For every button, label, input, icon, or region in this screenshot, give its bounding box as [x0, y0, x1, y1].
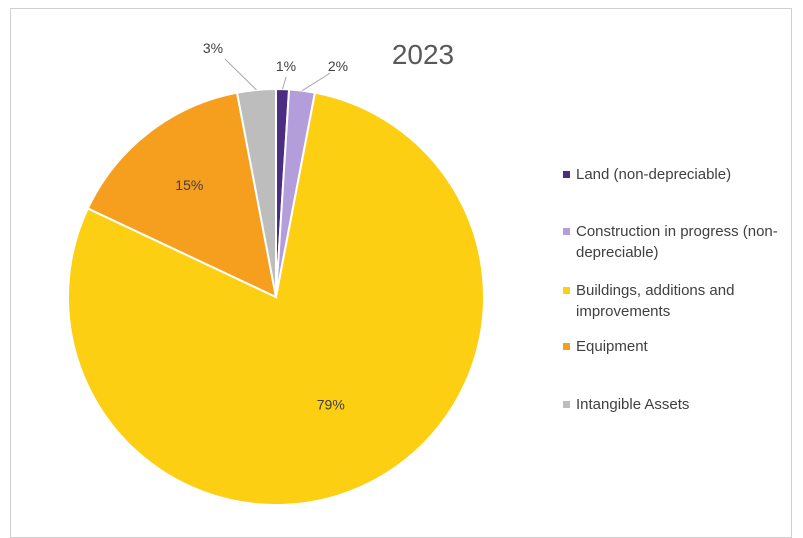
pie-chart: 2023 1% 2% 79% 15% 3% — [67, 39, 485, 506]
legend-item-intangible: Intangible Assets — [563, 394, 796, 415]
data-label-construction: 2% — [328, 58, 348, 74]
legend-swatch-equipment — [563, 343, 570, 350]
leader-line-intangible — [224, 58, 257, 91]
legend-label-construction: Construction in progress (non-depreciabl… — [576, 223, 778, 261]
chart-title: 2023 — [392, 39, 454, 70]
legend-label-equipment: Equipment — [576, 338, 648, 355]
legend-label-buildings: Buildings, additions and improvements — [576, 282, 735, 320]
leader-line-land — [282, 76, 287, 90]
pie-slice-intangible — [235, 87, 277, 298]
legend-label-land: Land (non-depreciable) — [576, 166, 732, 183]
data-label-land: 1% — [276, 58, 296, 74]
legend-swatch-intangible — [563, 401, 570, 408]
data-label-buildings: 79% — [317, 396, 345, 412]
data-label-intangible: 3% — [203, 40, 223, 56]
data-label-equipment: 15% — [175, 177, 203, 193]
leader-line-construction — [301, 72, 331, 92]
pie-slice-buildings — [67, 91, 485, 506]
legend-item-buildings: Buildings, additions and improvements — [563, 280, 796, 322]
pie-slice-equipment — [86, 91, 278, 299]
legend-item-equipment: Equipment — [563, 336, 796, 357]
legend-swatch-land — [563, 171, 570, 178]
legend-item-land: Land (non-depreciable) — [563, 164, 796, 185]
legend-swatch-construction — [563, 228, 570, 235]
legend-swatch-buildings — [563, 287, 570, 294]
chart-area: 2023 1% 2% 79% 15% 3% Land (non-depreciable)… — [10, 8, 792, 538]
legend-item-construction: Construction in progress (non-depreciabl… — [563, 221, 796, 263]
legend-label-intangible: Intangible Assets — [576, 396, 690, 413]
